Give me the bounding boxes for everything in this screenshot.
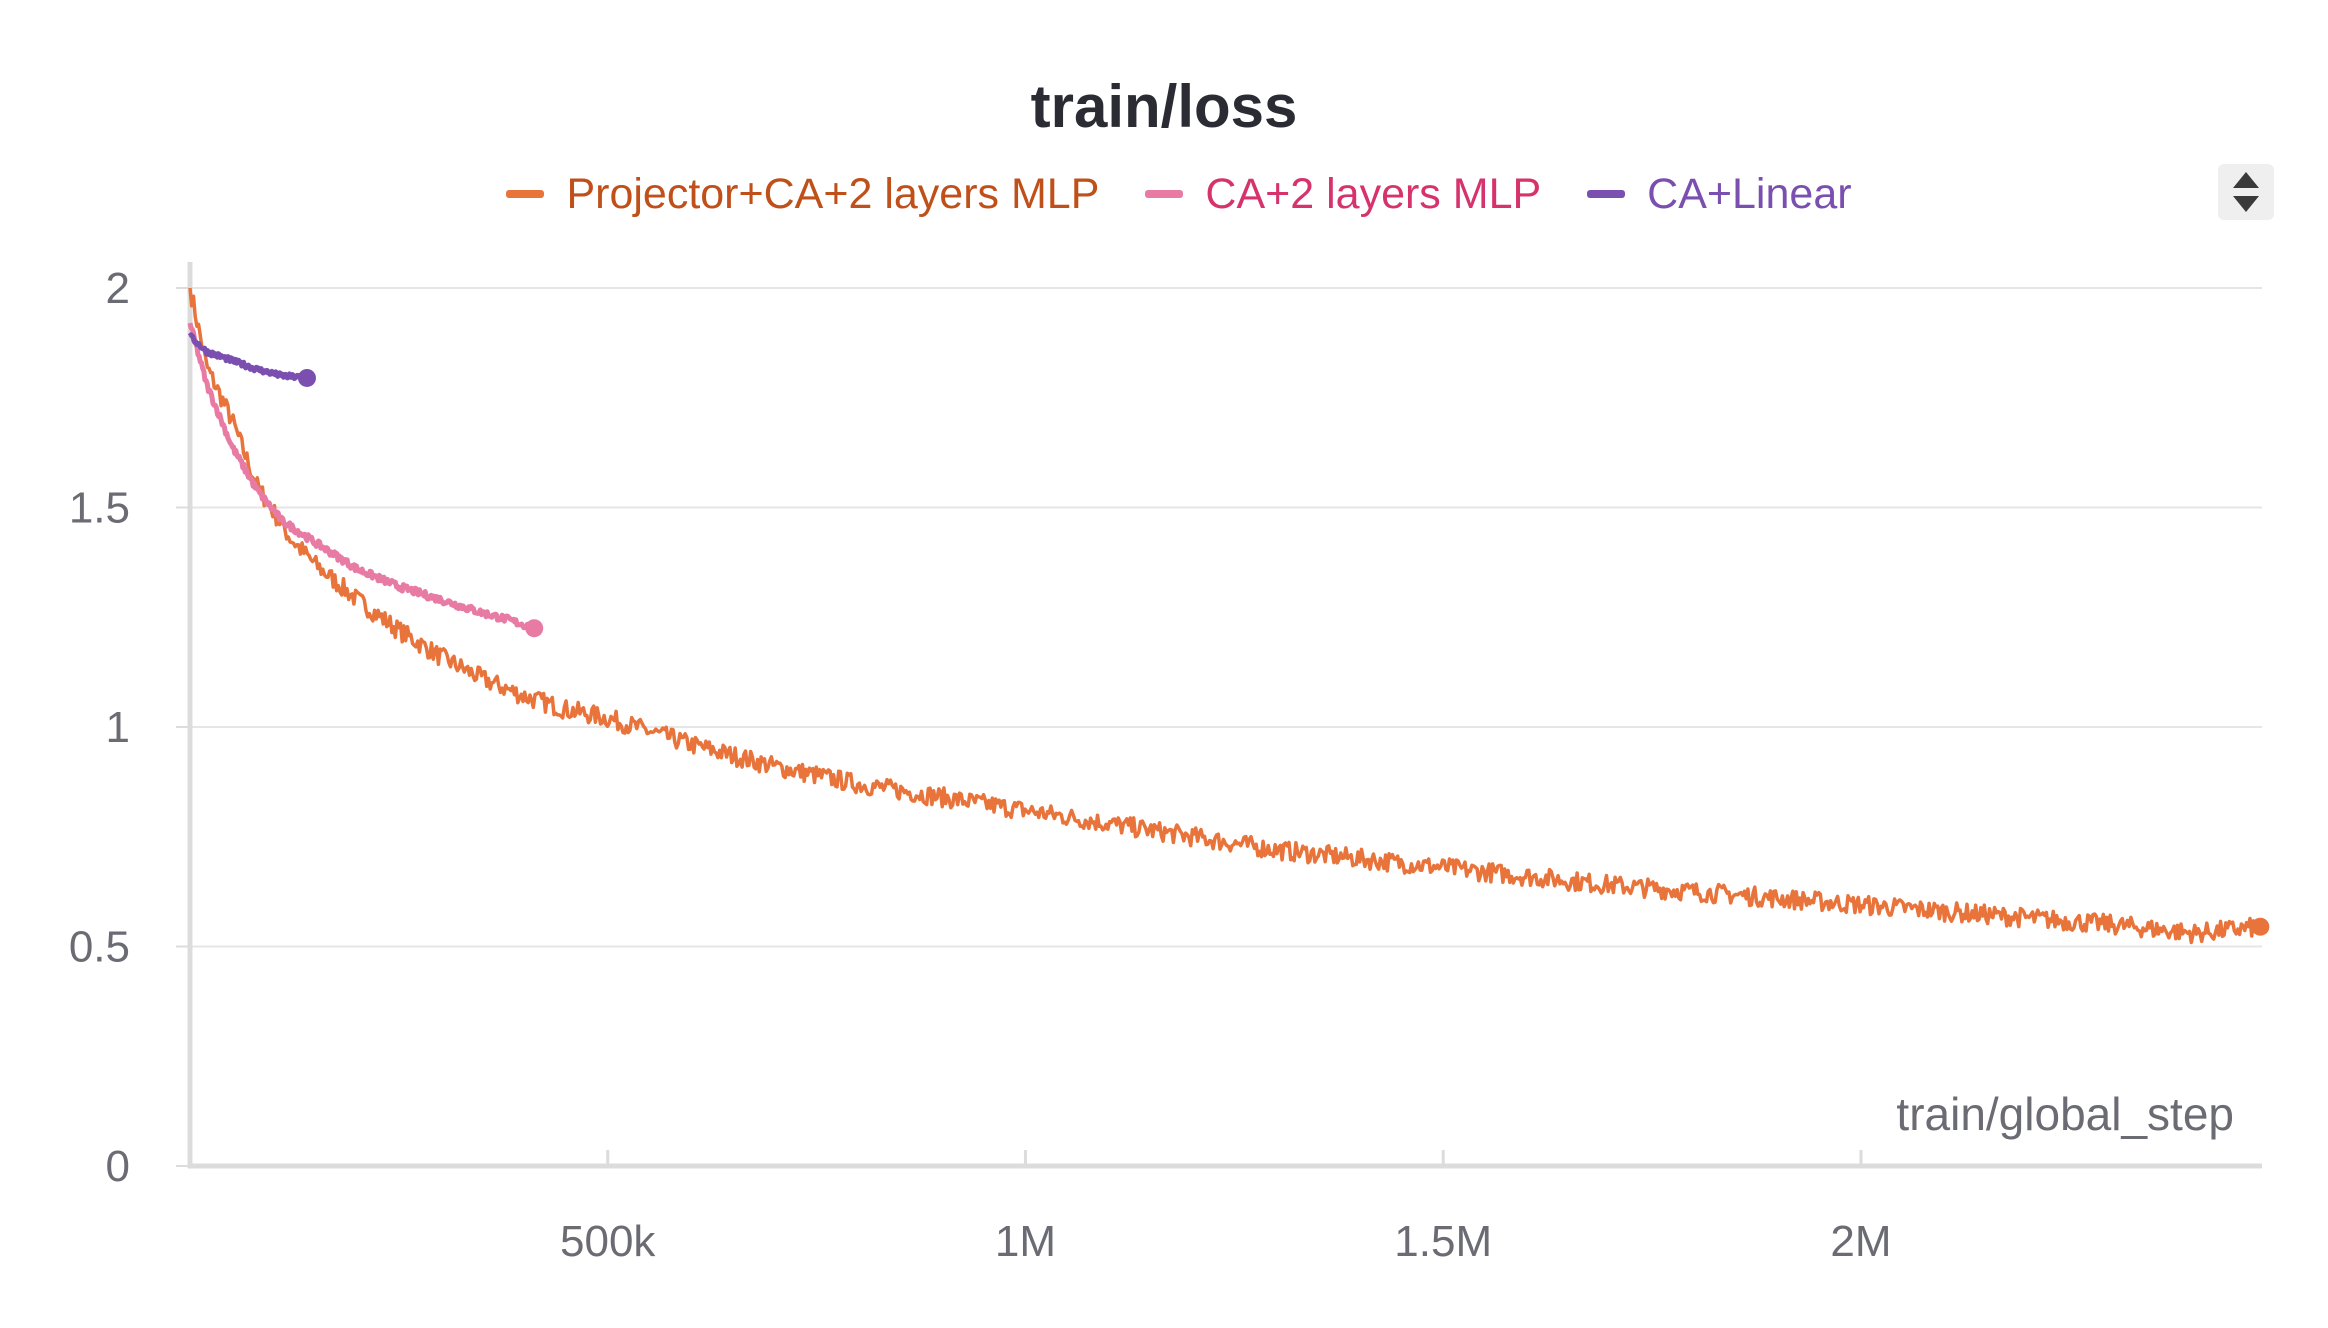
legend-label: CA+2 layers MLP (1205, 169, 1542, 218)
y-tick-label: 1 (106, 703, 130, 752)
series-line (188, 287, 2262, 945)
legend-item-series-3[interactable]: CA+Linear (1587, 169, 1852, 219)
legend: Projector+CA+2 layers MLP CA+2 layers ML… (0, 164, 2328, 224)
x-tick-label: 500k (560, 1217, 656, 1266)
legend-item-series-2[interactable]: CA+2 layers MLP (1145, 170, 1541, 219)
series-line (187, 332, 309, 383)
sort-toggle-button[interactable] (2218, 164, 2274, 220)
legend-swatch (1587, 190, 1626, 198)
y-tick-label: 0 (106, 1142, 130, 1191)
series-endpoint (2251, 917, 2270, 936)
legend-swatch (1145, 190, 1184, 198)
x-axis-label: train/global_step (1896, 1088, 2234, 1140)
chart-title: train/loss (1030, 73, 1298, 140)
x-tick-label: 1.5M (1394, 1217, 1492, 1266)
y-tick-label: 2 (106, 264, 130, 313)
legend-label: CA+Linear (1647, 169, 1852, 218)
legend-label: Projector+CA+2 layers MLP (566, 169, 1100, 218)
y-tick-label: 0.5 (69, 923, 130, 972)
series-endpoint (525, 619, 544, 638)
x-tick-label: 2M (1830, 1217, 1891, 1266)
series-line (187, 322, 537, 633)
sort-arrows-icon (2233, 172, 2259, 212)
x-tick-label: 1M (995, 1217, 1056, 1266)
y-tick-label: 1.5 (69, 484, 130, 533)
legend-swatch (506, 190, 545, 198)
series-endpoint (297, 368, 316, 387)
legend-item-series-1[interactable]: Projector+CA+2 layers MLP (506, 170, 1099, 219)
